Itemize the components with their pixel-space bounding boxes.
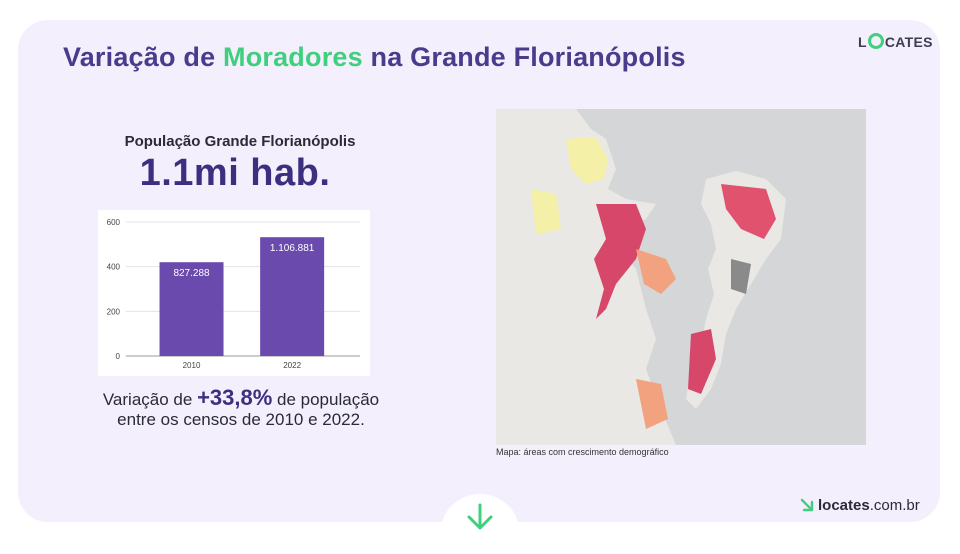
x-tick-label: 2022 bbox=[283, 361, 301, 370]
map-region-island-north bbox=[721, 184, 776, 239]
arrow-down-right-icon bbox=[800, 498, 814, 516]
bar bbox=[159, 262, 224, 356]
map-svg bbox=[496, 109, 866, 445]
population-value: 1.1mi hab. bbox=[139, 152, 331, 194]
chart-svg: 0 200 400 600 827.288 2010 1.106.881 2022 bbox=[107, 218, 360, 370]
variation-percentage: +33,8% bbox=[197, 385, 273, 410]
map-region-island-south bbox=[688, 329, 716, 394]
site-link[interactable]: locates.com.br bbox=[800, 497, 920, 516]
map-region-palhoca bbox=[636, 379, 668, 429]
title-accent: Moradores bbox=[223, 42, 363, 72]
map-region-island-gray bbox=[731, 259, 751, 294]
y-tick-label: 200 bbox=[107, 307, 121, 316]
title-part-1: Variação de bbox=[63, 42, 223, 72]
y-tick-label: 400 bbox=[107, 263, 121, 272]
population-bar-chart: 0 200 400 600 827.288 2010 1.106.881 2022 bbox=[98, 210, 370, 376]
bar bbox=[260, 237, 325, 356]
logo-letter-l: L bbox=[858, 34, 867, 50]
site-domain-bold: locates bbox=[818, 497, 870, 514]
map-caption: Mapa: áreas com crescimento demográfico bbox=[496, 447, 669, 457]
bar-data-label: 827.288 bbox=[173, 268, 210, 279]
population-label: População Grande Florianópolis bbox=[124, 133, 356, 150]
x-tick-label: 2010 bbox=[183, 361, 201, 370]
variation-pre: Variação de bbox=[102, 390, 198, 409]
site-domain-suffix: .com.br bbox=[869, 497, 920, 514]
y-tick-label: 600 bbox=[107, 218, 121, 227]
map-region-north bbox=[566, 137, 608, 184]
growth-map[interactable]: Abaixo de -30%-30% a 00 a 30%30% - 100%A… bbox=[496, 109, 866, 445]
arrow-down-icon[interactable] bbox=[466, 502, 494, 537]
variation-text: Variação de +33,8% de população entre os… bbox=[96, 385, 386, 430]
location-ring-icon bbox=[867, 33, 884, 49]
map-region-center bbox=[636, 249, 676, 294]
locates-logo: L CATES bbox=[858, 33, 933, 50]
map-region-saojose bbox=[594, 204, 646, 319]
variation-post: de população entre os censos de 2010 e 2… bbox=[117, 390, 380, 429]
page-title: Variação de Moradores na Grande Florianó… bbox=[63, 42, 686, 73]
map-region-west bbox=[531, 189, 561, 234]
logo-letters-cates: CATES bbox=[884, 34, 933, 50]
title-part-2: na Grande Florianópolis bbox=[362, 42, 686, 72]
y-tick-label: 0 bbox=[116, 352, 121, 361]
bar-data-label: 1.106.881 bbox=[270, 243, 315, 254]
